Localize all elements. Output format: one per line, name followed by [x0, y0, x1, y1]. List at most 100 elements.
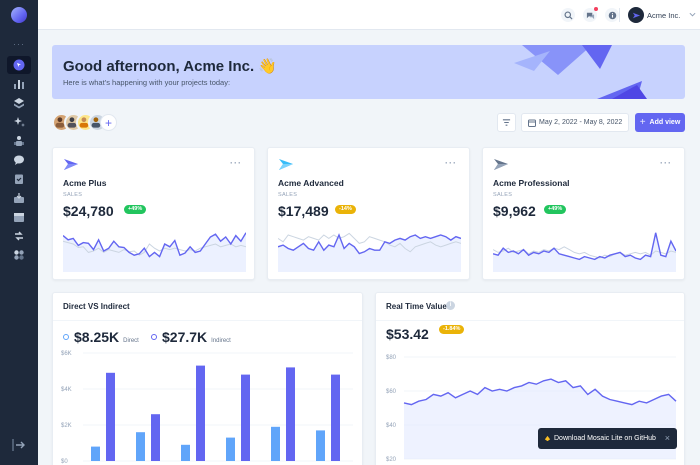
info-icon[interactable]: i [446, 301, 455, 310]
bar-direct[interactable] [181, 444, 190, 461]
trend-badge: +49% [124, 205, 147, 214]
card-title: Acme Professional [493, 178, 570, 188]
sparkline-area [493, 232, 676, 272]
y-tick-label: $40 [386, 423, 397, 429]
bar-indirect[interactable] [151, 414, 160, 461]
sidebar-item-messages[interactable] [7, 151, 31, 169]
bar-direct[interactable] [271, 426, 280, 461]
sparkline-previous [278, 232, 461, 253]
search-icon [563, 10, 573, 20]
sidebar-item-community[interactable] [7, 132, 31, 150]
card-title: Direct VS Indirect [63, 302, 130, 311]
sidebar-item-tasks[interactable] [7, 170, 31, 188]
page-title: Good afternoon, Acme Inc. 👋 [63, 58, 277, 75]
sidebar-item-analytics[interactable] [7, 75, 31, 93]
card-label: SALES [493, 192, 513, 198]
y-tick-label: $20 [386, 457, 397, 463]
card-label: SALES [63, 192, 83, 198]
user-avatar[interactable] [628, 7, 644, 23]
add-member-button[interactable]: + [100, 114, 117, 131]
sparkline-previous [63, 240, 246, 256]
github-toast[interactable]: Download Mosaic Lite on GitHub × [538, 428, 677, 449]
sidebar: ··· [0, 0, 38, 465]
y-tick-label: $80 [386, 355, 397, 361]
legend-value: $27.7K [162, 329, 208, 345]
sidebar-item-inbox[interactable] [7, 189, 31, 207]
line-series [403, 378, 677, 406]
close-icon[interactable]: × [664, 433, 670, 443]
card-value: $17,489 [278, 203, 329, 219]
messages-icon [14, 155, 24, 165]
legend-direct[interactable]: $8.25K Direct [63, 329, 139, 345]
community-icon [14, 136, 24, 146]
card-menu-button[interactable]: ··· [230, 158, 242, 168]
sparkline-current [63, 232, 246, 258]
notification-dot [594, 7, 598, 11]
messages-button[interactable] [583, 7, 598, 22]
plus-icon: + [639, 117, 646, 128]
brand-arrow-icon [64, 159, 78, 170]
header-divider [619, 8, 620, 22]
bar-indirect[interactable] [286, 367, 295, 461]
bar-chart: $6K $4K $2K $0 [61, 351, 353, 465]
bar-direct[interactable] [91, 446, 100, 461]
legend-indirect[interactable]: $27.7K Indirect [151, 329, 231, 345]
y-tick-label: $2K [61, 423, 72, 429]
date-range-text: May 2, 2022 - May 8, 2022 [539, 119, 623, 126]
bar-indirect[interactable] [241, 374, 250, 461]
collapse-sidebar-icon[interactable] [12, 438, 26, 452]
card-menu-button[interactable]: ··· [660, 158, 672, 168]
sidebar-more-dots: ··· [13, 39, 25, 49]
logo[interactable] [11, 7, 27, 23]
sparkline-current [493, 232, 676, 261]
add-view-label: Add view [649, 119, 681, 126]
trend-badge: -1.84% [439, 325, 465, 334]
sparkline-chart [278, 232, 461, 272]
calendar-icon [528, 119, 536, 127]
sidebar-item-calendar[interactable] [7, 208, 31, 226]
sidebar-item-components[interactable] [7, 246, 31, 264]
filter-icon [502, 119, 511, 126]
user-avatar-icon [632, 12, 640, 18]
sidebar-item-sparkles[interactable] [7, 113, 31, 131]
help-button[interactable] [605, 8, 619, 22]
card-acme-advanced: ··· Acme Advanced SALES $17,489 -14% [267, 147, 470, 280]
welcome-banner: Good afternoon, Acme Inc. 👋 Here is what… [52, 45, 685, 99]
real-time-value: $53.42 [386, 326, 429, 342]
banner-decoration [514, 45, 647, 99]
date-range-picker[interactable]: May 2, 2022 - May 8, 2022 [521, 113, 629, 132]
layers-icon [14, 98, 24, 109]
bar-indirect[interactable] [331, 374, 340, 461]
y-tick-label: $6K [61, 351, 72, 357]
user-menu-name[interactable]: Acme Inc. [647, 11, 681, 20]
sidebar-item-settings[interactable] [7, 227, 31, 245]
bar-direct[interactable] [226, 437, 235, 461]
legend-value: $8.25K [74, 329, 120, 345]
sidebar-item-dashboard[interactable] [7, 56, 31, 74]
card-title: Real Time Value [386, 302, 447, 311]
search-button[interactable] [561, 8, 575, 22]
y-tick-label: $60 [386, 389, 397, 395]
inbox-icon [14, 193, 24, 203]
bar-direct[interactable] [316, 430, 325, 461]
add-view-button[interactable]: + Add view [635, 113, 685, 132]
divider [53, 320, 362, 321]
sparkles-icon [14, 117, 25, 127]
card-value: $9,962 [493, 203, 536, 219]
bar-direct[interactable] [136, 432, 145, 461]
card-acme-plus: ··· Acme Plus SALES $24,780 +49% [52, 147, 255, 280]
chat-icon [586, 12, 594, 19]
sidebar-item-layers[interactable] [7, 94, 31, 112]
card-acme-professional: ··· Acme Professional SALES $9,962 +49% [482, 147, 685, 280]
dashboard-icon [13, 59, 25, 71]
card-menu-button[interactable]: ··· [445, 158, 457, 168]
filter-button[interactable] [497, 113, 516, 132]
legend-label: Direct [123, 338, 139, 344]
download-icon [544, 435, 551, 442]
top-header: Acme Inc. [38, 0, 700, 30]
card-value: $24,780 [63, 203, 114, 219]
bar-indirect[interactable] [196, 365, 205, 461]
divider [376, 320, 684, 321]
bar-indirect[interactable] [106, 372, 115, 461]
chevron-down-icon[interactable] [689, 11, 696, 18]
